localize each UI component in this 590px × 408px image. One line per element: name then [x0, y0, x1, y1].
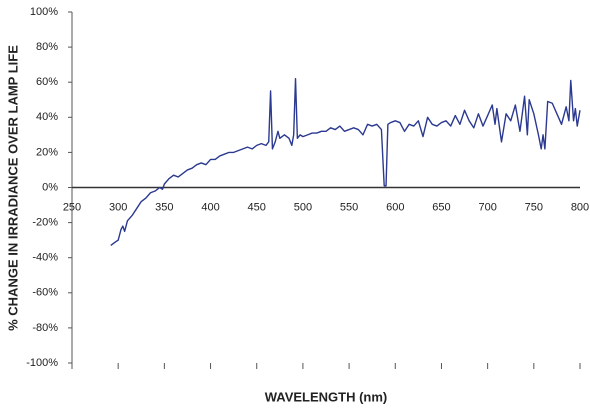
- y-tick-label: 20%: [36, 146, 58, 158]
- y-tick-label: -60%: [32, 287, 58, 299]
- y-tick-label: -100%: [26, 357, 58, 369]
- y-axis-title: % CHANGE IN IRRADIANCE OVER LAMP LIFE: [5, 45, 20, 331]
- x-tick-label: 550: [340, 201, 358, 213]
- x-tick-label: 400: [201, 201, 219, 213]
- x-tick-label: 300: [109, 201, 127, 213]
- x-tick-label: 250: [63, 201, 81, 213]
- x-tick-label: 500: [294, 201, 312, 213]
- y-tick-label: 60%: [36, 76, 58, 88]
- y-tick-label: 100%: [30, 6, 58, 18]
- x-tick-label: 650: [432, 201, 450, 213]
- y-tick-label: 0%: [42, 181, 58, 193]
- y-tick-label: 80%: [36, 41, 58, 53]
- x-tick-label: 350: [155, 201, 173, 213]
- y-tick-label: -80%: [32, 322, 58, 334]
- y-tick-label: -40%: [32, 252, 58, 264]
- x-tick-label: 750: [525, 201, 543, 213]
- x-tick-label: 600: [386, 201, 404, 213]
- x-tick-label: 700: [478, 201, 496, 213]
- data-line: [110, 77, 581, 246]
- x-axis-title: WAVELENGTH (nm): [265, 389, 388, 404]
- x-tick-label: 450: [248, 201, 266, 213]
- y-tick-label: -20%: [32, 217, 58, 229]
- x-tick-label: 800: [571, 201, 589, 213]
- y-tick-label: 40%: [36, 111, 58, 123]
